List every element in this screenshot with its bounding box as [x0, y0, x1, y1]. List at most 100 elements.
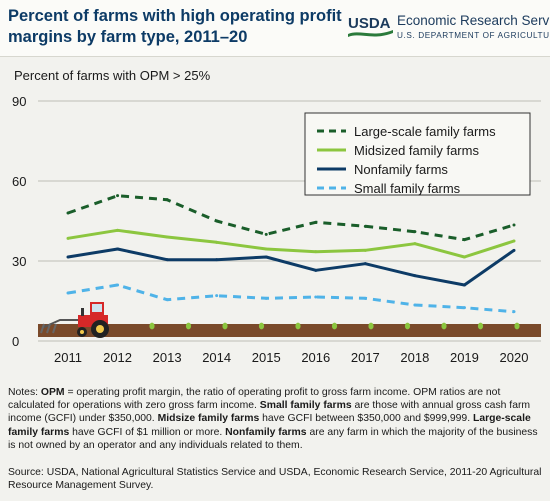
data-point [116, 228, 120, 232]
data-point [314, 220, 318, 224]
data-point [413, 242, 417, 246]
data-point [215, 258, 219, 262]
legend-box [304, 112, 531, 196]
legend-label: Nonfamily farms [354, 162, 448, 177]
data-point [165, 258, 169, 262]
data-point [165, 235, 169, 239]
notes-text-1: = operating profit margin, the ratio of … [8, 387, 501, 412]
data-point [512, 239, 516, 243]
y-tick-label: 90 [12, 94, 26, 109]
x-tick-label: 2016 [301, 350, 330, 365]
sprout [441, 322, 447, 330]
series-line-2 [67, 247, 515, 287]
data-point [165, 198, 169, 202]
field-illustration [38, 302, 541, 338]
data-point [66, 236, 70, 240]
data-point [215, 240, 219, 244]
data-point [215, 294, 219, 298]
x-tick-label: 2012 [103, 350, 132, 365]
series-line-3 [67, 283, 515, 314]
notes-text-5: are any farm in which the majority of th… [8, 426, 538, 451]
data-point [413, 303, 417, 307]
x-tick-label: 2011 [54, 350, 82, 365]
data-point [314, 250, 318, 254]
data-point [66, 291, 70, 295]
legend-label: Large-scale family farms [354, 124, 496, 139]
agency-name: Economic Research Service [397, 13, 550, 28]
data-point [264, 296, 268, 300]
grid-layer [38, 100, 541, 342]
y-tick-label: 0 [12, 334, 19, 349]
data-point [512, 248, 516, 252]
source-note: Source: USDA, National Agricultural Stat… [8, 467, 542, 492]
x-tick-label: 2013 [153, 350, 182, 365]
data-point [363, 296, 367, 300]
x-tick-label: 2020 [500, 350, 529, 365]
data-point [264, 255, 268, 259]
data-point [462, 255, 466, 259]
sprout [404, 322, 411, 330]
sprout [258, 322, 265, 330]
notes: Notes: OPM = operating profit margin, th… [8, 386, 544, 452]
notes-lead: Notes: [8, 387, 41, 398]
sprout [331, 322, 338, 330]
x-tick-label: 2015 [252, 350, 281, 365]
sprout [222, 322, 228, 330]
data-point [264, 232, 268, 236]
legend-label: Midsized family farms [354, 143, 479, 158]
data-point [363, 248, 367, 252]
notes-term-large: Large-scale family farms [8, 413, 531, 438]
series-line-1 [67, 228, 515, 259]
sprout [514, 322, 520, 330]
notes-term-midsize: Midsize family farms [157, 413, 260, 425]
line-chart: Percent of farms with OPM > 25% 2011 2012… [12, 68, 541, 365]
svg-text:USDA: USDA [348, 15, 391, 32]
sprout [368, 322, 374, 330]
x-axis-ticks: 2011 2012 2013 2014 2015 2016 2017 2018 2019 2020 [54, 350, 528, 365]
data-point [116, 247, 120, 251]
data-point [314, 268, 318, 272]
chart-title: Percent of farms with high operating pro… [8, 7, 342, 46]
x-tick-label: 2018 [400, 350, 429, 365]
notes-term-opm: OPM [40, 387, 65, 398]
header-bar: Percent of farms with high operating pro… [0, 0, 550, 57]
y-axis-label: Percent of farms with OPM > 25% [14, 68, 211, 83]
soil-strip [38, 324, 541, 337]
data-point [66, 255, 70, 259]
y-tick-label: 30 [12, 254, 26, 269]
data-point [116, 194, 120, 198]
x-tick-label: 2014 [202, 350, 231, 365]
notes-text-3: have GCFI between $350,000 and $999,999. [259, 413, 473, 425]
sprout [477, 322, 484, 330]
x-tick-label: 2017 [351, 350, 380, 365]
sprout [185, 322, 192, 330]
data-point [314, 295, 318, 299]
notes-term-small: Small family farms [259, 400, 352, 412]
notes-term-nonfamily: Nonfamily farms [225, 426, 307, 438]
y-axis-ticks: 0 30 60 90 [12, 94, 26, 349]
data-point [165, 298, 169, 302]
data-point [462, 306, 466, 310]
tractor-icon [40, 302, 109, 338]
data-point [66, 211, 70, 215]
sprout [295, 322, 301, 330]
data-point [413, 274, 417, 278]
legend-label: Small family farms [354, 181, 461, 196]
data-point [512, 223, 516, 227]
series-layer [66, 194, 516, 314]
data-point [462, 283, 466, 287]
notes-text-2: are those with annual gross cash farm in… [8, 400, 531, 425]
usda-logo: USDA [348, 15, 393, 37]
data-point [264, 247, 268, 251]
legend: Large-scale family farms Midsized family … [304, 112, 531, 196]
x-tick-label: 2019 [450, 350, 479, 365]
department-name: U.S. DEPARTMENT OF AGRICULTURE [397, 31, 550, 40]
data-point [116, 283, 120, 287]
data-point [462, 238, 466, 242]
crop-sprouts [149, 322, 520, 330]
notes-text-4: have GCFI of $1 million or more. [69, 426, 226, 438]
series-line-0 [67, 194, 515, 242]
data-point [363, 224, 367, 228]
y-tick-label: 60 [12, 174, 26, 189]
sprout [149, 322, 155, 330]
